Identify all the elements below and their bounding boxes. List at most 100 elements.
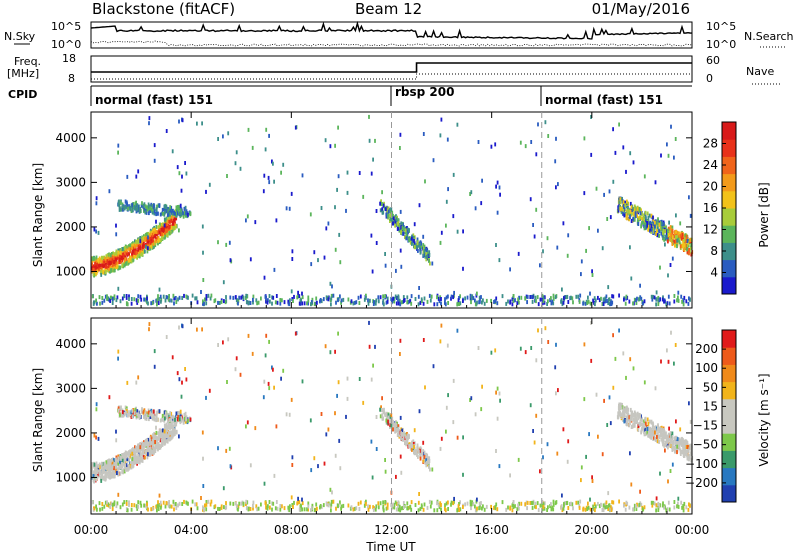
power-cell [116, 295, 119, 300]
power-cell [123, 246, 125, 251]
power-cell [501, 294, 504, 299]
velocity-cell [413, 444, 415, 449]
power-cell [397, 226, 400, 231]
velocity-cell [148, 327, 150, 332]
velocity-cell [397, 429, 400, 434]
power-cell [644, 224, 647, 229]
velocity-cell [178, 410, 180, 415]
power-cell [346, 190, 349, 195]
power-cell [106, 296, 108, 301]
velocity-cell [147, 437, 150, 442]
power-cell [654, 224, 656, 229]
velocity-cell [217, 446, 219, 451]
power-cell [541, 297, 543, 302]
velocity-cell [178, 417, 181, 422]
velocity-cell [162, 431, 164, 436]
power-cell [542, 296, 545, 301]
velocity-cell [389, 419, 391, 424]
velocity-cell [661, 503, 664, 508]
power-cell [496, 210, 499, 215]
velocity-cell [167, 436, 170, 441]
power-cell [166, 224, 168, 229]
velocity-cell [566, 500, 569, 505]
power-cell [205, 189, 207, 194]
velocity-cell [631, 417, 633, 422]
power-cell [550, 296, 552, 301]
power-cell [334, 205, 336, 210]
power-cell [143, 241, 145, 246]
power-cell [113, 252, 115, 257]
velocity-cell [177, 503, 179, 508]
velocity-cell [552, 499, 555, 504]
power-cell [242, 296, 245, 301]
power-cell [97, 230, 100, 235]
power-cell [690, 245, 692, 250]
velocity-cell [633, 410, 636, 415]
velocity-cell [526, 506, 528, 511]
velocity-cell [514, 504, 516, 509]
velocity-cell [245, 499, 248, 504]
power-cell [362, 194, 365, 199]
x-tick-label: 16:00 [474, 523, 509, 537]
velocity-cell [95, 402, 98, 407]
velocity-cell [690, 451, 692, 456]
velocity-cell [632, 507, 634, 512]
velocity-cell [667, 434, 669, 439]
power-cell [509, 300, 511, 305]
velocity-cell [247, 333, 250, 338]
power-cell [187, 295, 189, 300]
power-cell [610, 299, 612, 304]
power-cell [148, 211, 150, 216]
power-cell [381, 190, 383, 195]
power-cell [425, 247, 428, 252]
velocity-cell [281, 504, 283, 509]
velocity-cell [108, 467, 111, 471]
power-cell [507, 299, 509, 304]
velocity-cell [303, 507, 306, 512]
velocity-cell [178, 377, 181, 382]
velocity-cell [601, 452, 604, 457]
power-cell [169, 227, 172, 232]
power-cell [330, 296, 333, 301]
power-cell [546, 236, 549, 241]
power-cell [543, 295, 546, 300]
power-cell [389, 217, 392, 221]
power-cell [367, 301, 370, 306]
velocity-cell [402, 433, 405, 438]
velocity-cell [602, 503, 605, 508]
velocity-cell [547, 340, 550, 344]
velocity-cell [132, 464, 134, 469]
velocity-cell [365, 499, 367, 504]
power-cell [123, 294, 126, 299]
power-cell [166, 233, 169, 238]
velocity-cell [235, 356, 238, 361]
power-cell [189, 211, 192, 216]
velocity-cell [290, 495, 293, 500]
velocity-cell [399, 454, 402, 459]
velocity-cell [439, 446, 442, 451]
velocity-cell [137, 453, 140, 458]
velocity-cell [529, 501, 532, 505]
velocity-cell [410, 500, 413, 505]
velocity-cell [175, 430, 178, 435]
power-cell [267, 175, 270, 180]
colorbar-swatch [722, 433, 736, 451]
velocity-cell [135, 449, 138, 454]
freq-label-line1: Freq. [14, 55, 41, 68]
power-cell [324, 138, 327, 143]
velocity-cell [324, 344, 327, 349]
power-cell [170, 225, 173, 230]
velocity-cell [529, 403, 532, 408]
power-cell [543, 300, 546, 305]
power-cell [107, 264, 110, 268]
velocity-cell [355, 506, 358, 511]
velocity-cell [225, 501, 227, 506]
power-cell [183, 206, 186, 211]
power-cell [663, 222, 665, 227]
velocity-cell [446, 343, 449, 348]
power-cell [382, 302, 385, 307]
power-cell [625, 204, 628, 209]
velocity-cell [551, 505, 553, 510]
velocity-cell [665, 440, 668, 445]
power-cell [161, 232, 163, 237]
